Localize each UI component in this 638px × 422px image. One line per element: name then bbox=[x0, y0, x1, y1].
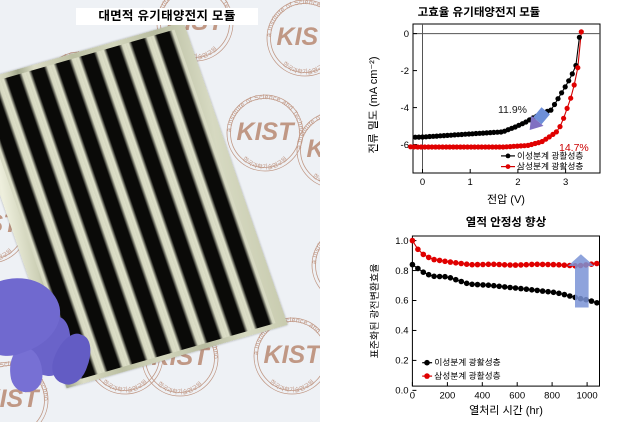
svg-text:400: 400 bbox=[474, 391, 490, 402]
svg-text:0: 0 bbox=[420, 177, 425, 188]
svg-text:0: 0 bbox=[410, 391, 415, 402]
svg-text:600: 600 bbox=[509, 391, 525, 402]
svg-text:11.9%: 11.9% bbox=[498, 104, 527, 116]
svg-text:이성분계 광활성층: 이성분계 광활성층 bbox=[434, 358, 500, 368]
svg-text:0.6: 0.6 bbox=[395, 296, 408, 307]
svg-text:-6: -6 bbox=[401, 140, 409, 151]
svg-text:0.2: 0.2 bbox=[395, 356, 408, 367]
svg-text:800: 800 bbox=[544, 391, 560, 402]
svg-text:0.0: 0.0 bbox=[395, 386, 408, 397]
svg-text:-2: -2 bbox=[401, 66, 409, 77]
svg-text:1.0: 1.0 bbox=[395, 236, 408, 247]
svg-text:열적 안정성 향상: 열적 안정성 향상 bbox=[466, 215, 547, 229]
svg-text:2: 2 bbox=[515, 177, 520, 188]
svg-text:0: 0 bbox=[404, 29, 409, 40]
svg-text:열처리 시간 (hr): 열처리 시간 (hr) bbox=[469, 405, 543, 417]
svg-text:삼성분계 광활성층: 삼성분계 광활성층 bbox=[517, 162, 583, 172]
svg-text:이성분계 광활성층: 이성분계 광활성층 bbox=[517, 151, 583, 161]
svg-text:삼성분계 광활성층: 삼성분계 광활성층 bbox=[434, 371, 500, 381]
svg-text:3: 3 bbox=[563, 177, 568, 188]
svg-text:0.4: 0.4 bbox=[395, 326, 408, 337]
svg-text:1: 1 bbox=[468, 177, 473, 188]
svg-text:고효율 유기태양전지 모듈: 고효율 유기태양전지 모듈 bbox=[418, 6, 541, 19]
svg-text:표준화된 광전변환효율: 표준화된 광전변환효율 bbox=[369, 264, 381, 359]
svg-text:200: 200 bbox=[439, 391, 455, 402]
svg-text:1000: 1000 bbox=[577, 391, 598, 402]
svg-text:-4: -4 bbox=[401, 103, 409, 114]
svg-text:0.8: 0.8 bbox=[395, 266, 408, 277]
svg-text:전류 밀도 (mA cm⁻²): 전류 밀도 (mA cm⁻²) bbox=[368, 57, 380, 154]
svg-text:전압 (V): 전압 (V) bbox=[487, 193, 525, 206]
